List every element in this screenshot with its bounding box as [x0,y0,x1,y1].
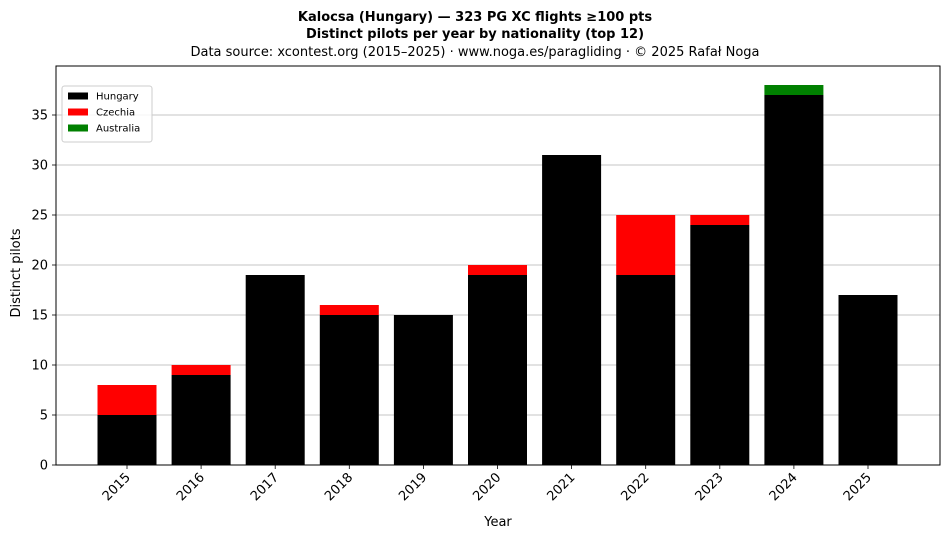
x-tick-label: 2023 [693,470,727,504]
chart-subtitle: Data source: xcontest.org (2015–2025) · … [190,45,759,60]
y-tick-label: 0 [40,459,48,474]
bar-hungary-2021 [542,155,602,465]
bar-hungary-2017 [245,275,305,465]
chart-title-line-2: Distinct pilots per year by nationality … [306,27,644,42]
x-axis-label: Year [483,515,512,530]
legend-swatch-hungary [68,92,88,100]
x-tick-label: 2021 [544,470,578,504]
x-tick-label: 2025 [841,470,875,504]
legend-label-czechia: Czechia [96,108,135,119]
bar-hungary-2024 [764,95,824,465]
x-axis: 2015 2016 2017 2018 2019 2020 2021 2022 2023 2024… [100,465,875,504]
bar-czechia-2018 [319,305,379,315]
legend: Hungary Czechia Australia [61,85,153,143]
bar-hungary-2023 [690,225,750,465]
x-tick-label: 2020 [470,470,504,504]
y-tick-label: 10 [31,359,48,374]
bars [97,85,898,465]
y-tick-label: 15 [31,309,48,324]
x-tick-label: 2022 [619,470,653,504]
bar-czechia-2020 [468,265,527,275]
y-tick-label: 20 [31,259,48,274]
x-tick-label: 2024 [767,470,801,504]
bar-hungary-2022 [616,275,676,465]
bar-czechia-2016 [171,365,231,375]
y-tick-label: 30 [31,159,48,174]
x-tick-label: 2015 [100,470,134,504]
y-tick-label: 35 [31,109,48,124]
bar-czechia-2023 [690,215,750,225]
x-tick-label: 2016 [174,470,208,504]
bar-czechia-2022 [616,215,676,275]
x-tick-label: 2017 [248,470,282,504]
y-tick-label: 5 [40,409,48,424]
bar-hungary-2015 [97,415,157,465]
x-tick-label: 2019 [396,470,430,504]
y-axis-label: Distinct pilots [9,228,24,317]
y-axis: 0 5 10 15 20 25 30 35 [31,109,56,474]
y-tick-label: 25 [31,209,48,224]
legend-label-australia: Australia [96,124,140,135]
bar-hungary-2018 [319,315,379,465]
legend-label-hungary: Hungary [96,92,139,103]
bar-hungary-2020 [468,275,527,465]
chart-title-line-1: Kalocsa (Hungary) — 323 PG XC flights ≥1… [298,10,652,25]
plot-frame [55,65,941,466]
bar-hungary-2016 [171,375,231,465]
x-tick-label: 2018 [322,470,356,504]
legend-swatch-czechia [68,108,88,116]
bar-hungary-2019 [393,315,453,465]
legend-swatch-australia [68,124,88,132]
bar-hungary-2025 [838,295,898,465]
bar-czechia-2015 [97,385,157,415]
bar-australia-2024 [764,85,824,95]
